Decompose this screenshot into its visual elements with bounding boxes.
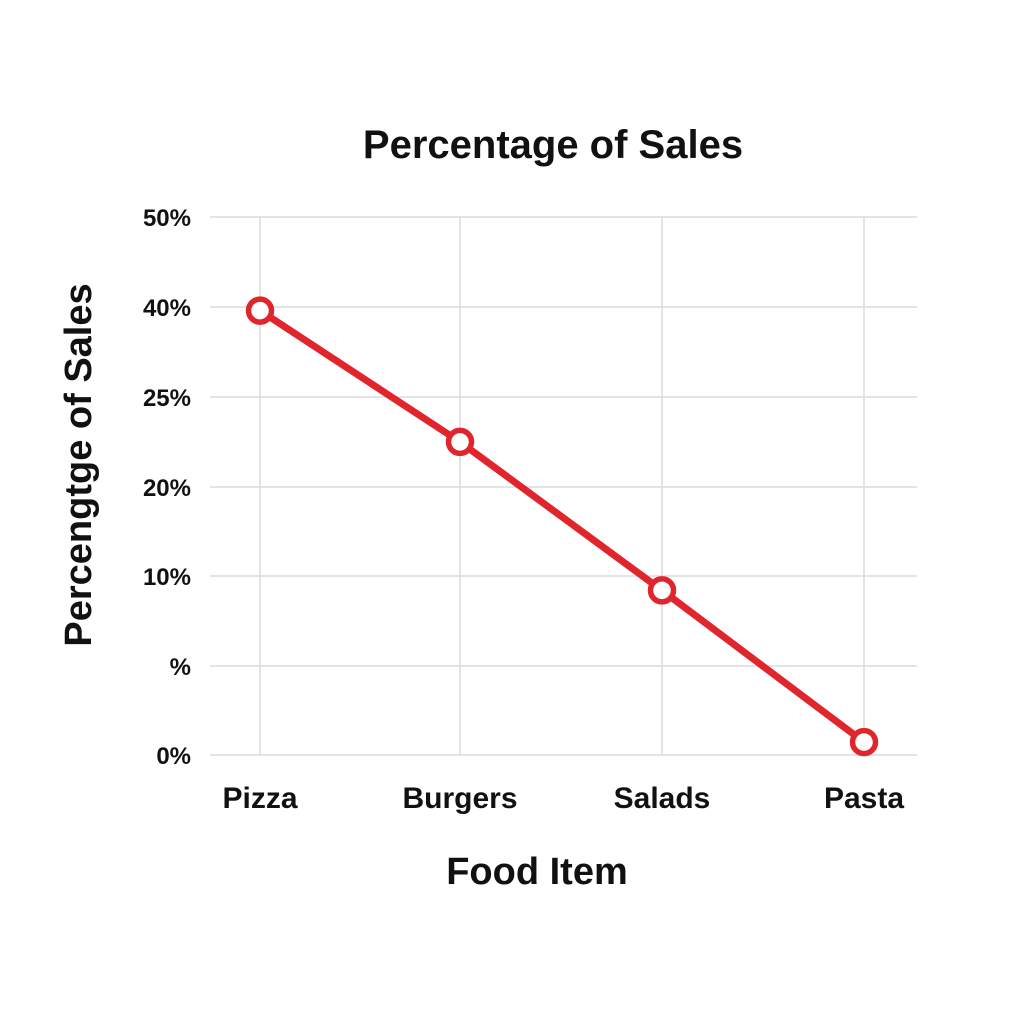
y-tick-label: 10% — [143, 564, 191, 591]
data-point — [245, 296, 275, 325]
series-layer — [245, 296, 879, 757]
x-tick-label: Salads — [614, 782, 711, 815]
x-axis-ticks: Pizza Burgers Salads Pasta — [222, 782, 904, 815]
data-point — [849, 727, 879, 757]
x-tick-label: Pasta — [824, 782, 904, 815]
grid — [210, 216, 917, 756]
y-tick-label: 50% — [143, 205, 191, 232]
x-tick-label: Burgers — [402, 782, 517, 815]
chart-title: Percentage of Sales — [363, 123, 743, 167]
x-tick-label: Pizza — [222, 782, 297, 815]
y-axis-label: Percengtge of Sales — [58, 283, 100, 646]
y-tick-label: 0% — [156, 743, 191, 770]
x-axis-label: Food Item — [446, 851, 628, 893]
data-point — [445, 427, 475, 457]
y-tick-label: 25% — [143, 385, 191, 412]
y-tick-label: 20% — [143, 475, 191, 502]
y-tick-label: 40% — [143, 295, 191, 322]
y-axis-ticks: 0%% 10% 20% 25% 40% 50% — [143, 205, 191, 770]
y-tick-label: % — [170, 654, 191, 681]
data-point — [647, 576, 677, 605]
series-line — [256, 307, 868, 746]
